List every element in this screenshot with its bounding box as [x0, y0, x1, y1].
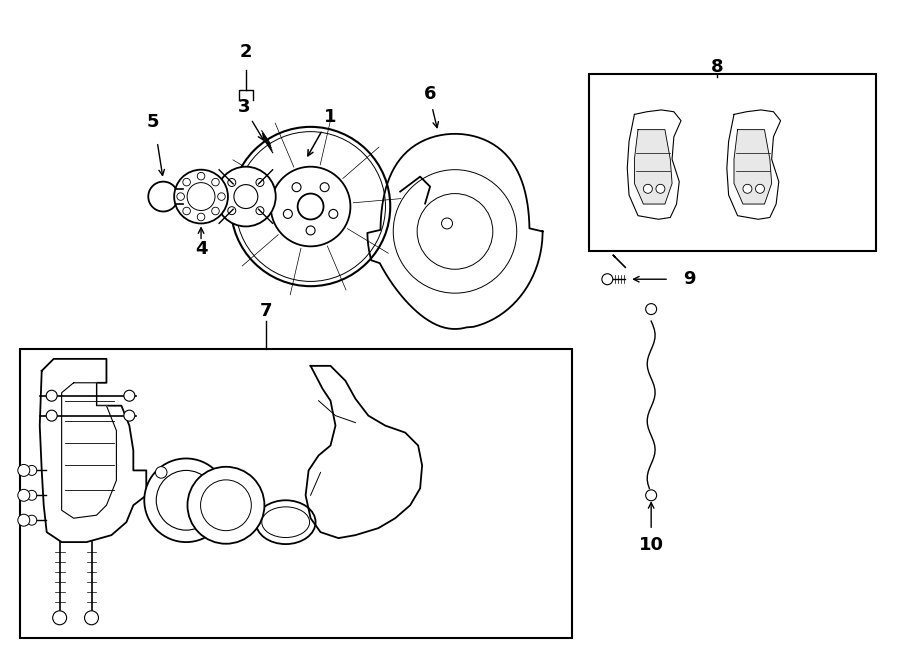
Circle shape	[18, 465, 30, 477]
Circle shape	[645, 490, 657, 501]
Text: 3: 3	[238, 98, 250, 116]
Polygon shape	[40, 359, 147, 542]
Ellipse shape	[262, 507, 310, 537]
Bar	[20, 349, 572, 638]
Circle shape	[53, 611, 67, 625]
Circle shape	[85, 611, 98, 625]
Circle shape	[27, 490, 37, 500]
Circle shape	[124, 410, 135, 421]
Circle shape	[201, 480, 251, 531]
Polygon shape	[734, 130, 771, 204]
Circle shape	[218, 193, 225, 200]
Circle shape	[228, 207, 236, 215]
Circle shape	[197, 173, 205, 180]
Bar	[590, 74, 877, 251]
Polygon shape	[627, 110, 681, 219]
Circle shape	[292, 182, 301, 192]
Circle shape	[187, 467, 265, 544]
Ellipse shape	[256, 500, 316, 544]
Text: 5: 5	[147, 113, 159, 131]
Circle shape	[183, 207, 191, 215]
Text: 1: 1	[324, 108, 337, 126]
Circle shape	[298, 194, 323, 219]
Circle shape	[271, 167, 350, 247]
Circle shape	[256, 207, 264, 215]
Text: 4: 4	[194, 241, 207, 258]
Circle shape	[124, 390, 135, 401]
Circle shape	[27, 515, 37, 525]
Circle shape	[228, 178, 236, 186]
Circle shape	[328, 210, 338, 218]
Text: 9: 9	[683, 270, 695, 288]
Circle shape	[306, 226, 315, 235]
Circle shape	[755, 184, 764, 193]
Circle shape	[212, 207, 220, 215]
Polygon shape	[367, 134, 543, 329]
Circle shape	[656, 184, 665, 193]
Circle shape	[212, 178, 220, 186]
Circle shape	[442, 218, 453, 229]
Circle shape	[743, 184, 752, 193]
Circle shape	[187, 182, 215, 210]
Text: 10: 10	[639, 536, 663, 554]
Circle shape	[602, 274, 613, 285]
Text: 2: 2	[239, 43, 252, 61]
Text: 6: 6	[424, 85, 436, 103]
Circle shape	[18, 489, 30, 501]
Polygon shape	[727, 110, 780, 219]
Circle shape	[231, 127, 391, 286]
Circle shape	[18, 514, 30, 526]
Circle shape	[177, 193, 184, 200]
Circle shape	[197, 214, 205, 221]
Circle shape	[216, 167, 275, 227]
Circle shape	[183, 178, 191, 186]
Circle shape	[156, 467, 167, 478]
Circle shape	[175, 170, 228, 223]
Polygon shape	[61, 383, 116, 518]
Polygon shape	[306, 366, 422, 538]
Circle shape	[46, 410, 58, 421]
Polygon shape	[634, 130, 672, 204]
Circle shape	[234, 184, 257, 208]
Circle shape	[144, 459, 228, 542]
Circle shape	[157, 471, 216, 530]
Circle shape	[27, 465, 37, 475]
Circle shape	[645, 303, 657, 315]
Circle shape	[284, 210, 292, 218]
Text: 7: 7	[259, 302, 272, 320]
Text: 8: 8	[711, 58, 724, 76]
Circle shape	[320, 182, 329, 192]
Circle shape	[46, 390, 58, 401]
Circle shape	[256, 178, 264, 186]
Circle shape	[644, 184, 652, 193]
